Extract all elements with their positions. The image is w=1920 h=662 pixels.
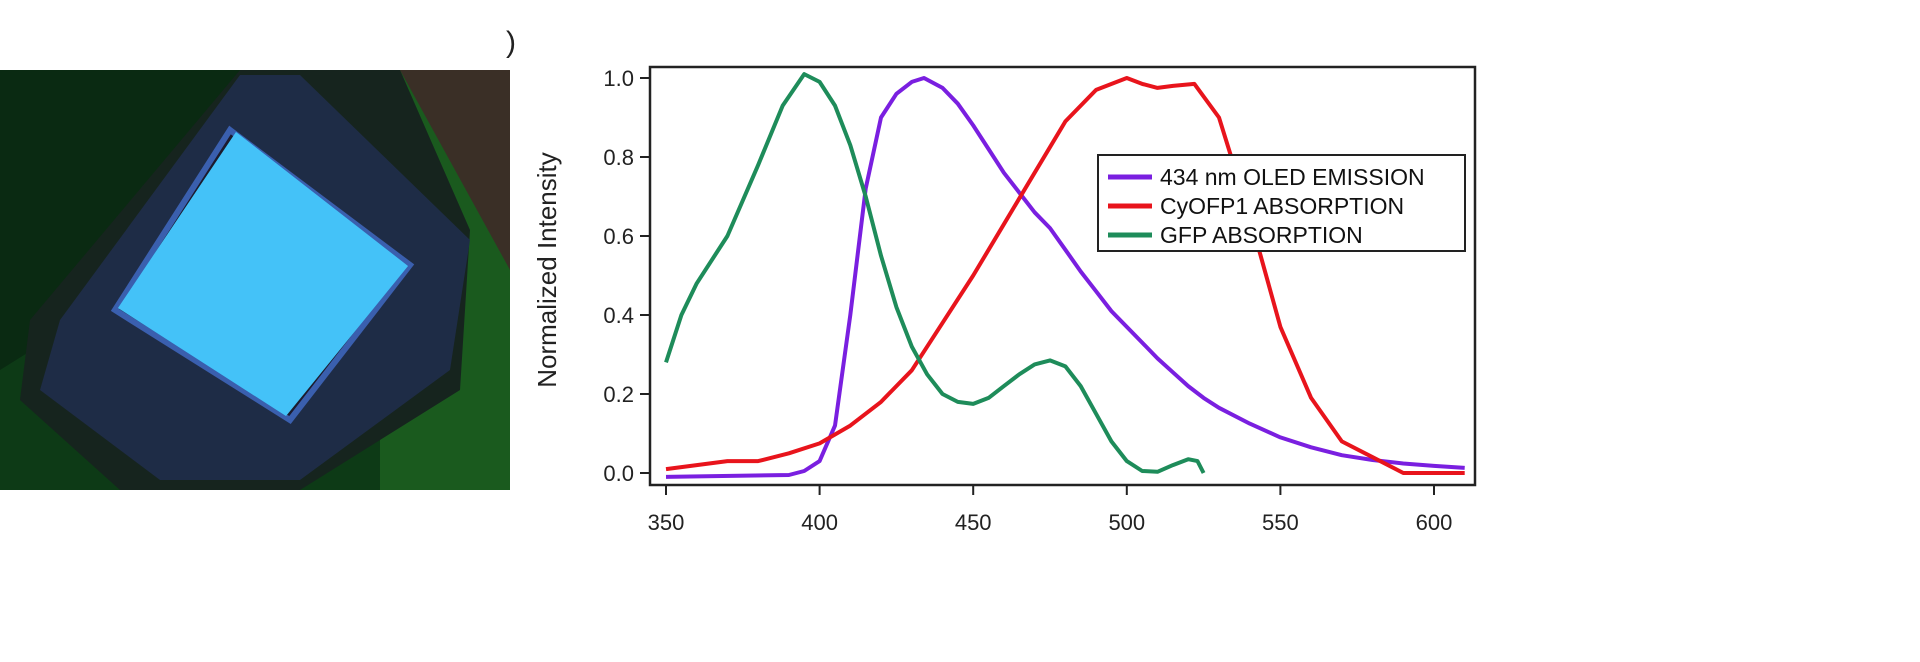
y-tick-label: 0.4 xyxy=(603,303,634,328)
y-tick-label: 0.0 xyxy=(603,461,634,486)
y-tick-label: 0.6 xyxy=(603,224,634,249)
legend-label-0: 434 nm OLED EMISSION xyxy=(1160,164,1425,190)
x-tick-label: 550 xyxy=(1262,510,1299,535)
series-line-1 xyxy=(665,76,1465,475)
series-line-2 xyxy=(664,72,1206,474)
legend-label-1: CyOFP1 ABSORPTION xyxy=(1160,193,1404,219)
x-tick-label: 350 xyxy=(648,510,685,535)
x-tick-label: 500 xyxy=(1108,510,1145,535)
x-tick-label: 450 xyxy=(955,510,992,535)
series-line-0 xyxy=(665,76,1465,479)
y-tick-label: 0.8 xyxy=(603,145,634,170)
panel-label-fragment: ) xyxy=(506,26,516,59)
legend-label-2: GFP ABSORPTION xyxy=(1160,222,1363,248)
y-axis-label: Normalized Intensity xyxy=(532,152,562,388)
x-tick-label: 600 xyxy=(1416,510,1453,535)
legend: 434 nm OLED EMISSION CyOFP1 ABSORPTION GFP… xyxy=(1097,154,1466,252)
x-tick-label: 400 xyxy=(801,510,838,535)
oled-device-photo xyxy=(0,70,510,490)
plot-frame xyxy=(648,65,1477,487)
y-tick-label: 0.2 xyxy=(603,382,634,407)
legend-box xyxy=(1097,154,1466,252)
y-tick-label: 1.0 xyxy=(603,66,634,91)
